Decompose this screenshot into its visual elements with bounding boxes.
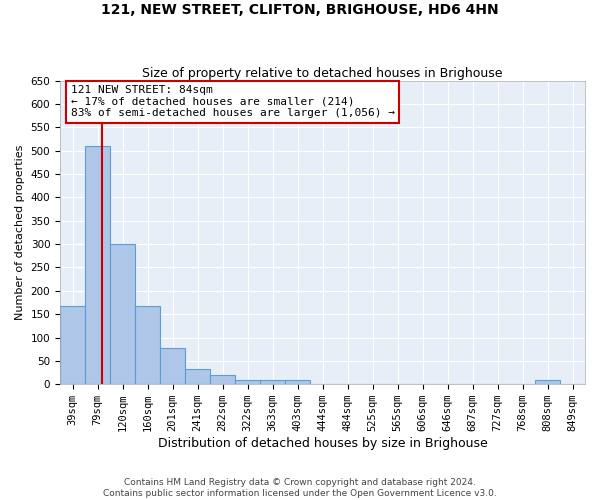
Bar bbox=[110, 244, 135, 384]
Bar bbox=[60, 306, 85, 384]
Bar bbox=[285, 380, 310, 384]
Text: Contains HM Land Registry data © Crown copyright and database right 2024.
Contai: Contains HM Land Registry data © Crown c… bbox=[103, 478, 497, 498]
Text: 121, NEW STREET, CLIFTON, BRIGHOUSE, HD6 4HN: 121, NEW STREET, CLIFTON, BRIGHOUSE, HD6… bbox=[101, 2, 499, 16]
Bar bbox=[85, 146, 110, 384]
Bar bbox=[135, 306, 160, 384]
Bar bbox=[185, 370, 210, 384]
Text: 121 NEW STREET: 84sqm
← 17% of detached houses are smaller (214)
83% of semi-det: 121 NEW STREET: 84sqm ← 17% of detached … bbox=[71, 85, 395, 118]
Title: Size of property relative to detached houses in Brighouse: Size of property relative to detached ho… bbox=[142, 66, 503, 80]
Bar bbox=[210, 375, 235, 384]
Bar bbox=[260, 380, 285, 384]
Bar bbox=[160, 348, 185, 384]
Bar bbox=[535, 380, 560, 384]
Bar bbox=[235, 380, 260, 384]
Y-axis label: Number of detached properties: Number of detached properties bbox=[15, 145, 25, 320]
X-axis label: Distribution of detached houses by size in Brighouse: Distribution of detached houses by size … bbox=[158, 437, 487, 450]
